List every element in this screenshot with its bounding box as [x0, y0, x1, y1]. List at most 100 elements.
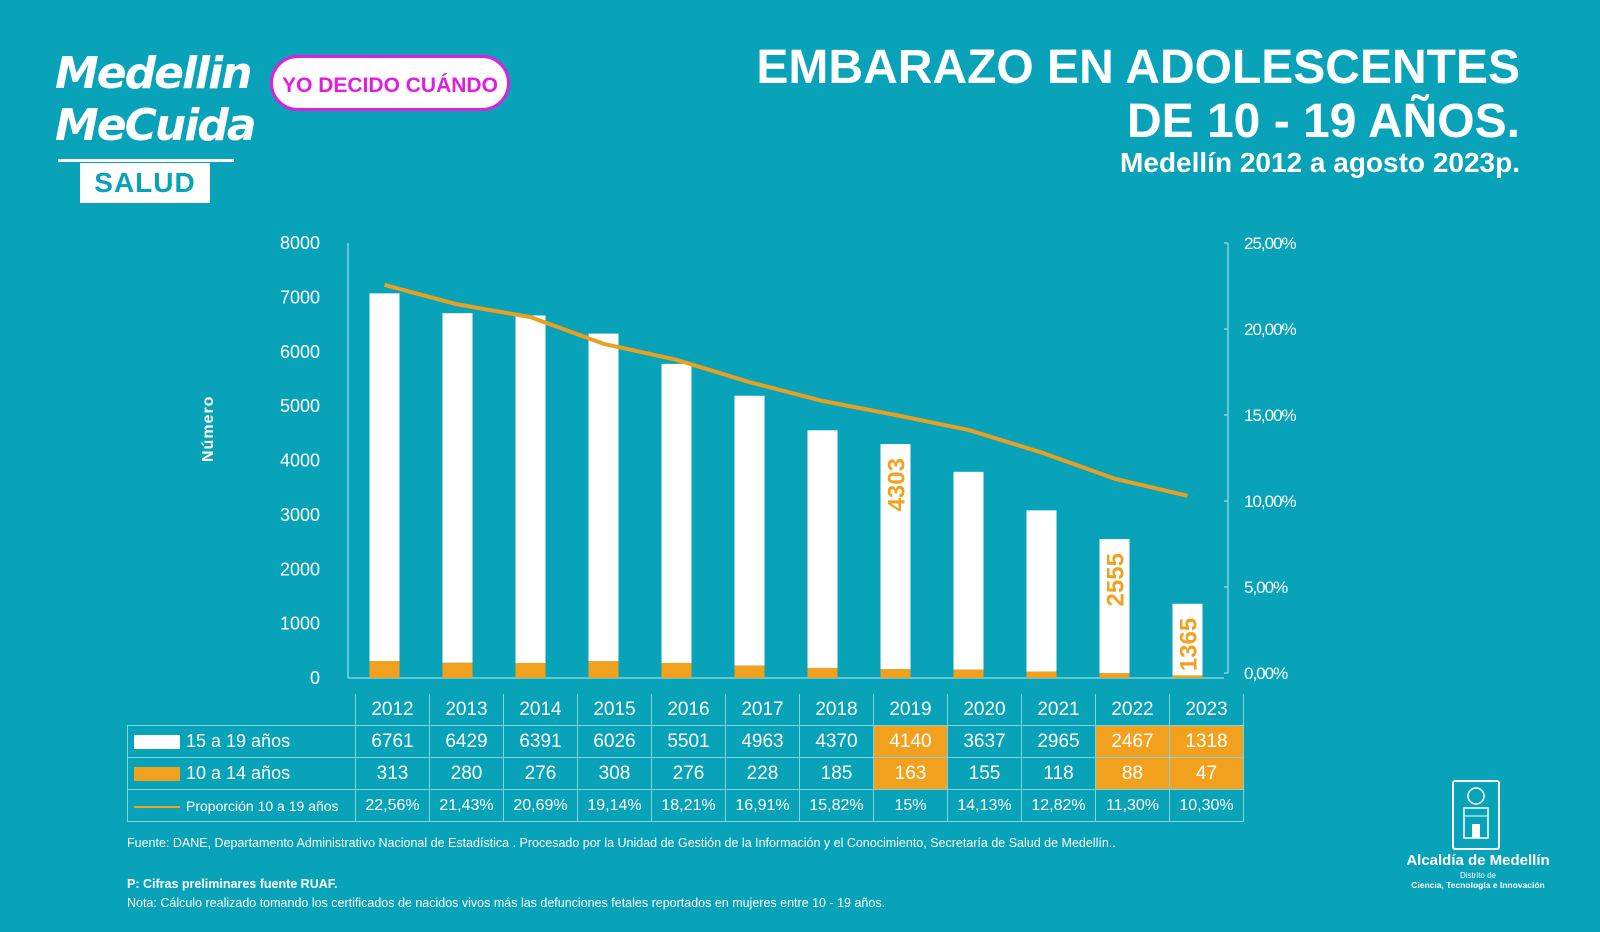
logo-divider: [58, 159, 234, 162]
y-tick-label: 2000: [280, 559, 320, 579]
bar-15-19-2021: [1026, 510, 1057, 672]
cell-proportion: 11,30%: [1095, 789, 1170, 822]
bar-15-19-2019: [880, 444, 911, 670]
bar-15-19-2012: [369, 293, 400, 661]
cell-proportion: 15%: [873, 789, 948, 822]
y-tick-label: 7000: [280, 287, 320, 307]
year-header: 2023: [1169, 694, 1244, 726]
chart-title-line1: EMBARAZO EN ADOLESCENTES: [756, 41, 1520, 94]
cell-proportion: 16,91%: [725, 789, 800, 822]
cell-15-19: 2467: [1095, 725, 1170, 758]
legend-swatch-white: [134, 735, 180, 750]
cell-15-19: 4370: [799, 725, 874, 758]
year-header: 2015: [577, 694, 652, 726]
logo-salud-badge: SALUD: [80, 163, 210, 203]
year-header: 2013: [429, 694, 504, 726]
cell-10-14: 228: [725, 757, 800, 790]
legend-proportion: Proporción 10 a 19 años: [127, 789, 356, 822]
bar-10-14-2012: [369, 660, 400, 678]
year-header: 2016: [651, 694, 726, 726]
chart-subtitle: Medellín 2012 a agosto 2023p.: [1120, 147, 1520, 178]
campaign-pill: YO DECIDO CUÁNDO: [270, 55, 510, 111]
legend-swatch-line: [134, 805, 180, 808]
institution-sub2: Ciencia, Tecnología e Innovación: [1411, 880, 1545, 890]
cell-10-14: 155: [947, 757, 1022, 790]
year-header: 2017: [725, 694, 800, 726]
institution-name: Alcaldía de Medellín: [1406, 852, 1550, 869]
cell-10-14: 276: [651, 757, 726, 790]
legend-15-19: 15 a 19 años: [127, 725, 356, 758]
table-row-10-14: 10 a 14 años 313 280 276 308 276 228 185 163 155…: [127, 757, 1244, 790]
bar-10-14-2013: [442, 662, 473, 678]
bar-10-14-2019: [880, 669, 911, 678]
cell-proportion: 22,56%: [355, 789, 430, 822]
y2-tick-label: 5,00%: [1244, 578, 1288, 597]
cell-15-19: 1318: [1169, 725, 1244, 758]
year-header: 2014: [503, 694, 578, 726]
coat-of-arms-icon: [1452, 780, 1500, 850]
y-tick-label: 1000: [280, 614, 320, 634]
total-annotation-2019: 4303: [884, 458, 911, 511]
bar-10-14-2018: [807, 667, 838, 678]
bar-15-19-2013: [442, 313, 473, 663]
preliminary-note: P: Cifras preliminares fuente RUAF.: [127, 877, 338, 891]
table-row-proportion: Proporción 10 a 19 años 22,56% 21,43% 20,6…: [127, 789, 1244, 822]
bar-10-14-2014: [515, 662, 546, 678]
y-tick-label: 3000: [280, 505, 320, 525]
year-header: 2012: [355, 694, 430, 726]
cell-15-19: 6026: [577, 725, 652, 758]
year-header: 2021: [1021, 694, 1096, 726]
calculation-note: Nota: Cálculo realizado tomando los cert…: [127, 896, 886, 910]
y2-tick-label: 15,00%: [1244, 406, 1297, 425]
cell-proportion: 10,30%: [1169, 789, 1244, 822]
bar-15-19-2017: [734, 395, 765, 666]
cell-10-14: 88: [1095, 757, 1170, 790]
cell-10-14: 308: [577, 757, 652, 790]
cell-proportion: 21,43%: [429, 789, 504, 822]
bar-10-14-2016: [661, 662, 692, 678]
cell-proportion: 19,14%: [577, 789, 652, 822]
y-tick-label: 0: [310, 668, 320, 688]
chart-title-line2: DE 10 - 19 AÑOS.: [1126, 95, 1520, 148]
cell-10-14: 280: [429, 757, 504, 790]
legend-swatch-orange: [134, 767, 180, 782]
bar-15-19-2014: [515, 315, 546, 663]
bar-10-14-2015: [588, 661, 619, 678]
bar-10-14-2017: [734, 665, 765, 678]
table-row-15-19: 15 a 19 años 6761 6429 6391 6026 5501 4963 437…: [127, 725, 1244, 758]
cell-proportion: 15,82%: [799, 789, 874, 822]
year-header: 2022: [1095, 694, 1170, 726]
data-table: 2012 2013 2014 2015 2016 2017 2018 2019 2020 2021…: [127, 694, 1244, 822]
cell-proportion: 18,21%: [651, 789, 726, 822]
year-header: 2020: [947, 694, 1022, 726]
logo-mecuida-text: MeCuida: [55, 100, 257, 151]
bar-15-19-2015: [588, 333, 619, 662]
cell-proportion: 20,69%: [503, 789, 578, 822]
bar-15-19-2018: [807, 430, 838, 668]
cell-10-14: 163: [873, 757, 948, 790]
cell-proportion: 12,82%: [1021, 789, 1096, 822]
y2-tick-label: 0,00%: [1244, 664, 1288, 683]
cell-10-14: 313: [355, 757, 430, 790]
cell-15-19: 4140: [873, 725, 948, 758]
y-tick-label: 8000: [280, 233, 320, 253]
cell-15-19: 6391: [503, 725, 578, 758]
bar-15-19-2016: [661, 363, 692, 663]
cell-15-19: 2965: [1021, 725, 1096, 758]
institution-sub1: Distrito de: [1459, 871, 1496, 880]
cell-15-19: 3637: [947, 725, 1022, 758]
bar-10-14-2020: [953, 669, 984, 678]
cell-10-14: 185: [799, 757, 874, 790]
proportion-line: [383, 283, 1188, 498]
table-row-years: 2012 2013 2014 2015 2016 2017 2018 2019 2020 2021…: [128, 694, 1244, 726]
y-tick-label: 4000: [280, 451, 320, 471]
total-annotation-2022: 2555: [1103, 553, 1130, 606]
cell-proportion: 14,13%: [947, 789, 1022, 822]
total-annotation-2023: 1365: [1176, 618, 1203, 671]
year-header: 2018: [799, 694, 874, 726]
cell-15-19: 6429: [429, 725, 504, 758]
cell-15-19: 4963: [725, 725, 800, 758]
bar-15-19-2022: [1099, 539, 1130, 674]
cell-15-19: 5501: [651, 725, 726, 758]
